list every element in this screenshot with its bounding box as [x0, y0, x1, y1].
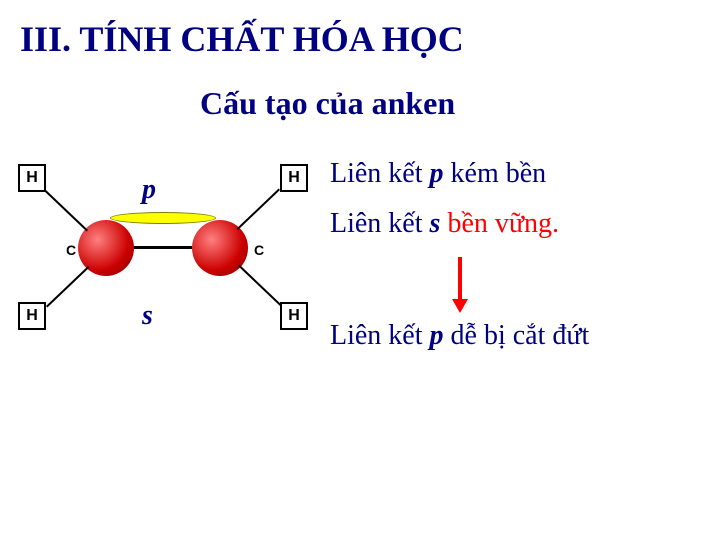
description-line: Liên kết s bền vững.: [330, 208, 559, 240]
section-title: III. TÍNH CHẤT HÓA HỌC: [20, 18, 464, 60]
hydrogen-atom: H: [18, 164, 46, 192]
description-line: Liên kết p dễ bị cắt đứt: [330, 320, 589, 352]
ch-bond: [237, 189, 280, 230]
ch-bond: [46, 266, 89, 307]
carbon-label: C: [254, 242, 264, 258]
pi-label: p: [142, 174, 156, 206]
down-arrow-icon: [445, 255, 475, 320]
ch-bond: [238, 265, 281, 306]
sigma-label: s: [142, 300, 153, 332]
pi-bond: [110, 212, 216, 224]
sigma-bond: [134, 246, 192, 249]
hydrogen-atom: H: [18, 302, 46, 330]
description-line: Liên kết p kém bền: [330, 158, 546, 190]
hydrogen-atom: H: [280, 302, 308, 330]
molecule-diagram: C C H H H Hp s: [10, 140, 310, 360]
carbon-label: C: [66, 242, 76, 258]
ch-bond: [45, 190, 88, 231]
hydrogen-atom: H: [280, 164, 308, 192]
subtitle: Cấu tạo của anken: [200, 85, 455, 122]
